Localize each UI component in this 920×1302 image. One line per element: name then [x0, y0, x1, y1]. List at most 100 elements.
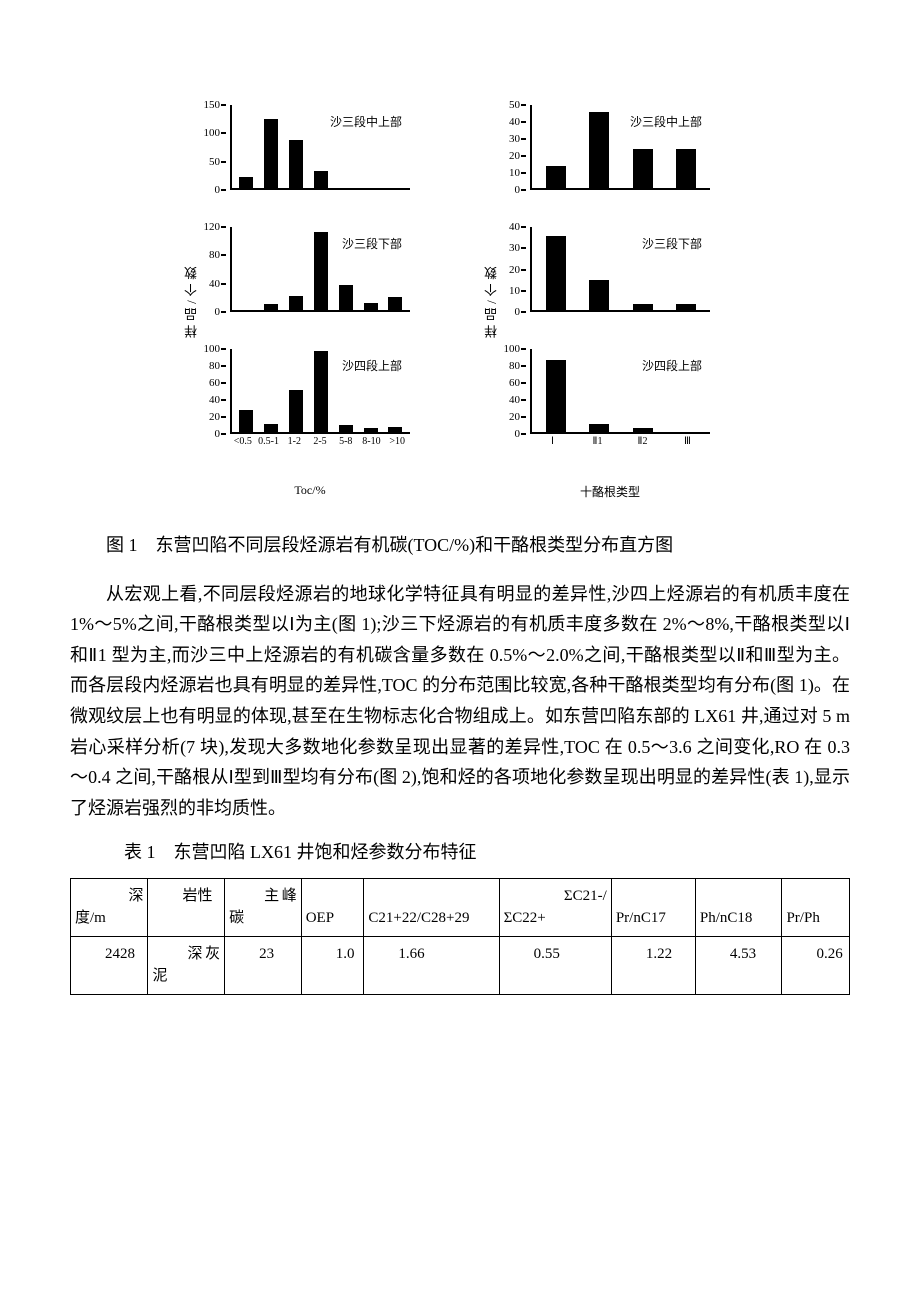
- table-header-cell: OEP: [301, 878, 364, 936]
- y-tick-label: 100: [204, 343, 221, 355]
- y-tick-label: 150: [204, 99, 221, 111]
- y-tick-label: 0: [515, 184, 521, 196]
- y-tick-label: 20: [509, 411, 520, 423]
- x-axis-label: Toc/%: [294, 483, 325, 498]
- y-tick-label: 20: [209, 411, 220, 423]
- table-cell: 1.66: [364, 936, 499, 994]
- x-tick-label: Ⅲ: [665, 436, 710, 447]
- y-tick-label: 0: [215, 428, 221, 440]
- y-tick-label: 40: [509, 116, 520, 128]
- chart-bar: [264, 119, 278, 188]
- chart-bar: [264, 304, 278, 310]
- chart-panel: 050100150沙三段中上部: [190, 100, 430, 210]
- charts-figure: 样品/个数 050100150沙三段中上部04080120沙三段下部020406…: [70, 100, 850, 500]
- table-cell: 0.55: [499, 936, 611, 994]
- chart-bar: [239, 410, 253, 432]
- y-tick-label: 50: [209, 156, 220, 168]
- table-cell: 4.53: [695, 936, 782, 994]
- y-tick-label: 0: [515, 428, 521, 440]
- y-tick-label: 20: [509, 264, 520, 276]
- y-tick-label: 100: [504, 343, 521, 355]
- chart-bar: [264, 424, 278, 433]
- chart-bar: [314, 351, 328, 432]
- chart-bar: [589, 424, 609, 433]
- chart-panel: 01020304050沙三段中上部: [490, 100, 730, 210]
- right-chart-column: 01020304050沙三段中上部010203040沙三段下部020406080…: [490, 100, 730, 500]
- table-cell: 0.26: [782, 936, 850, 994]
- table-header-cell: 主峰碳: [225, 878, 302, 936]
- y-tick-label: 60: [209, 377, 220, 389]
- y-tick-label: 40: [509, 394, 520, 406]
- y-tick-label: 50: [509, 99, 520, 111]
- figure-1-caption: 图 1 东营凹陷不同层段烃源岩有机碳(TOC/%)和干酪根类型分布直方图: [70, 530, 850, 561]
- chart-bar: [364, 428, 378, 432]
- table-cell: 2428: [71, 936, 148, 994]
- y-tick-label: 40: [209, 278, 220, 290]
- y-tick-label: 0: [515, 306, 521, 318]
- x-tick-label: Ⅱ1: [575, 436, 620, 447]
- x-tick-label: 0.5-1: [256, 436, 282, 447]
- table-header-cell: Ph/nC18: [695, 878, 782, 936]
- chart-bar: [546, 360, 566, 432]
- x-tick-label: 8-10: [359, 436, 385, 447]
- chart-bar: [546, 236, 566, 310]
- y-tick-label: 20: [509, 150, 520, 162]
- y-tick-label: 120: [204, 221, 221, 233]
- chart-bar: [633, 149, 653, 188]
- chart-bar: [633, 304, 653, 310]
- table-cell: 23: [225, 936, 302, 994]
- x-tick-label: 5-8: [333, 436, 359, 447]
- x-tick-label: 1-2: [281, 436, 307, 447]
- y-tick-label: 40: [509, 221, 520, 233]
- table-header-cell: Pr/nC17: [611, 878, 695, 936]
- chart-bar: [546, 166, 566, 188]
- table-1-caption: 表 1 东营凹陷 LX61 井饱和烃参数分布特征: [70, 837, 850, 868]
- y-tick-label: 100: [204, 127, 221, 139]
- chart-bar: [314, 232, 328, 310]
- table-row: 2428 深灰泥 23 1.0 1.66 0.55 1.22 4.53 0.26: [71, 936, 850, 994]
- chart-bar: [289, 140, 303, 188]
- chart-bar: [364, 303, 378, 310]
- table-header-cell: 深度/m: [71, 878, 148, 936]
- y-tick-label: 30: [509, 242, 520, 254]
- chart-bar: [589, 112, 609, 189]
- table-cell: 1.22: [611, 936, 695, 994]
- chart-panel: 04080120沙三段下部: [190, 222, 430, 332]
- y-tick-label: 40: [209, 394, 220, 406]
- table-body: 2428 深灰泥 23 1.0 1.66 0.55 1.22 4.53 0.26: [71, 936, 850, 994]
- chart-bar: [589, 280, 609, 310]
- x-tick-label: <0.5: [230, 436, 256, 447]
- y-tick-label: 80: [209, 360, 220, 372]
- y-tick-label: 10: [509, 285, 520, 297]
- table-cell: 深灰泥: [148, 936, 225, 994]
- table-header-cell: ΣC21-/ΣC22+: [499, 878, 611, 936]
- x-tick-label: Ⅰ: [530, 436, 575, 447]
- table-header-cell: 岩性: [148, 878, 225, 936]
- data-table: 深度/m 岩性 主峰碳 OEP C21+22/C28+29 ΣC21-/ΣC22…: [70, 878, 850, 995]
- chart-bar: [676, 149, 696, 188]
- x-tick-label: >10: [384, 436, 410, 447]
- table-header-row: 深度/m 岩性 主峰碳 OEP C21+22/C28+29 ΣC21-/ΣC22…: [71, 878, 850, 936]
- chart-bar: [289, 390, 303, 433]
- y-tick-label: 0: [215, 184, 221, 196]
- chart-panel: 010203040沙三段下部: [490, 222, 730, 332]
- y-tick-label: 80: [209, 249, 220, 261]
- chart-bar: [633, 428, 653, 432]
- table-header-cell: Pr/Ph: [782, 878, 850, 936]
- left-chart-column: 050100150沙三段中上部04080120沙三段下部020406080100…: [190, 100, 430, 498]
- chart-bar: [314, 171, 328, 188]
- table-cell: 1.0: [301, 936, 364, 994]
- chart-bar: [388, 427, 402, 432]
- x-tick-label: Ⅱ2: [620, 436, 665, 447]
- y-tick-label: 30: [509, 133, 520, 145]
- y-tick-label: 0: [215, 306, 221, 318]
- chart-bar: [339, 285, 353, 310]
- chart-panel: 020406080100沙四段上部<0.50.5-11-22-55-88-10>…: [190, 344, 430, 469]
- y-tick-label: 80: [509, 360, 520, 372]
- chart-panel: 020406080100沙四段上部ⅠⅡ1Ⅱ2Ⅲ: [490, 344, 730, 469]
- y-tick-label: 60: [509, 377, 520, 389]
- chart-bar: [339, 425, 353, 432]
- x-axis-label: 十酪根类型: [580, 483, 640, 500]
- chart-bar: [289, 296, 303, 310]
- y-tick-label: 10: [509, 167, 520, 179]
